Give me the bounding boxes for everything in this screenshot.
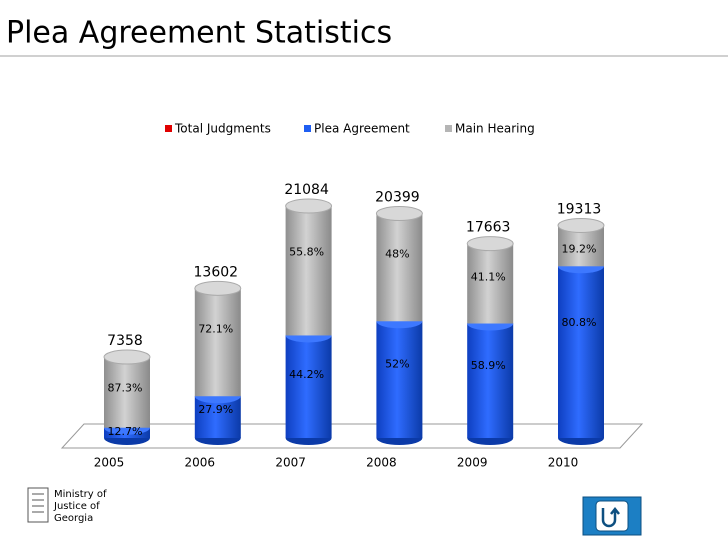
legend-label: Total Judgments bbox=[174, 122, 271, 136]
cylinder-top bbox=[285, 198, 333, 214]
cylinder-top bbox=[194, 280, 242, 296]
bar-segment bbox=[467, 323, 514, 438]
legend-swatch bbox=[445, 125, 452, 132]
bar-segment bbox=[194, 288, 241, 397]
legend-label: Main Hearing bbox=[455, 122, 535, 136]
logo-text: Justice of bbox=[53, 501, 100, 512]
logo-text: Georgia bbox=[54, 513, 93, 524]
x-tick-label: 2005 bbox=[94, 456, 125, 470]
data-label: 41.1% bbox=[471, 271, 506, 284]
total-label: 21084 bbox=[284, 182, 329, 198]
x-tick-label: 2007 bbox=[275, 456, 306, 470]
back-button[interactable] bbox=[582, 496, 642, 536]
legend-label: Plea Agreement bbox=[314, 122, 410, 136]
logo-emblem bbox=[27, 487, 49, 523]
logo-text: Ministry of bbox=[54, 489, 107, 500]
data-label: 80.8% bbox=[562, 316, 597, 329]
bar-segment bbox=[285, 206, 332, 336]
data-label: 52% bbox=[385, 357, 409, 370]
x-tick-label: 2006 bbox=[185, 456, 216, 470]
bar-segment bbox=[376, 321, 423, 438]
x-tick-label: 2010 bbox=[548, 456, 579, 470]
cylinder-top bbox=[557, 217, 605, 233]
bar-segment bbox=[285, 335, 332, 438]
total-label: 20399 bbox=[375, 190, 420, 206]
data-label: 58.9% bbox=[471, 359, 506, 372]
total-label: 13602 bbox=[194, 264, 239, 280]
chart-title: Plea Agreement Statistics bbox=[6, 16, 392, 51]
legend-swatch bbox=[304, 125, 311, 132]
logo: Ministry of Justice of Georgia bbox=[27, 487, 107, 524]
total-label: 19313 bbox=[557, 201, 602, 217]
data-label: 55.8% bbox=[289, 245, 324, 258]
data-label: 12.7% bbox=[108, 425, 143, 438]
data-label: 44.2% bbox=[289, 368, 324, 381]
x-tick-label: 2008 bbox=[366, 456, 397, 470]
total-label: 7358 bbox=[107, 333, 143, 349]
data-label: 72.1% bbox=[198, 322, 233, 335]
button-icon[interactable] bbox=[601, 506, 620, 528]
bar-segment bbox=[558, 266, 604, 438]
data-label: 48% bbox=[385, 247, 409, 260]
data-label: 87.3% bbox=[108, 382, 143, 395]
x-tick-label: 2009 bbox=[457, 456, 488, 470]
bar-segment bbox=[104, 357, 150, 428]
cylinder-top bbox=[375, 206, 423, 222]
bar-segment bbox=[376, 213, 423, 322]
data-label: 19.2% bbox=[562, 243, 597, 256]
cylinder-top bbox=[103, 349, 151, 365]
legend-swatch bbox=[165, 125, 172, 132]
cylinder-top bbox=[466, 236, 514, 252]
data-label: 27.9% bbox=[198, 403, 233, 416]
bar-segment bbox=[467, 243, 514, 324]
total-label: 17663 bbox=[466, 220, 511, 236]
